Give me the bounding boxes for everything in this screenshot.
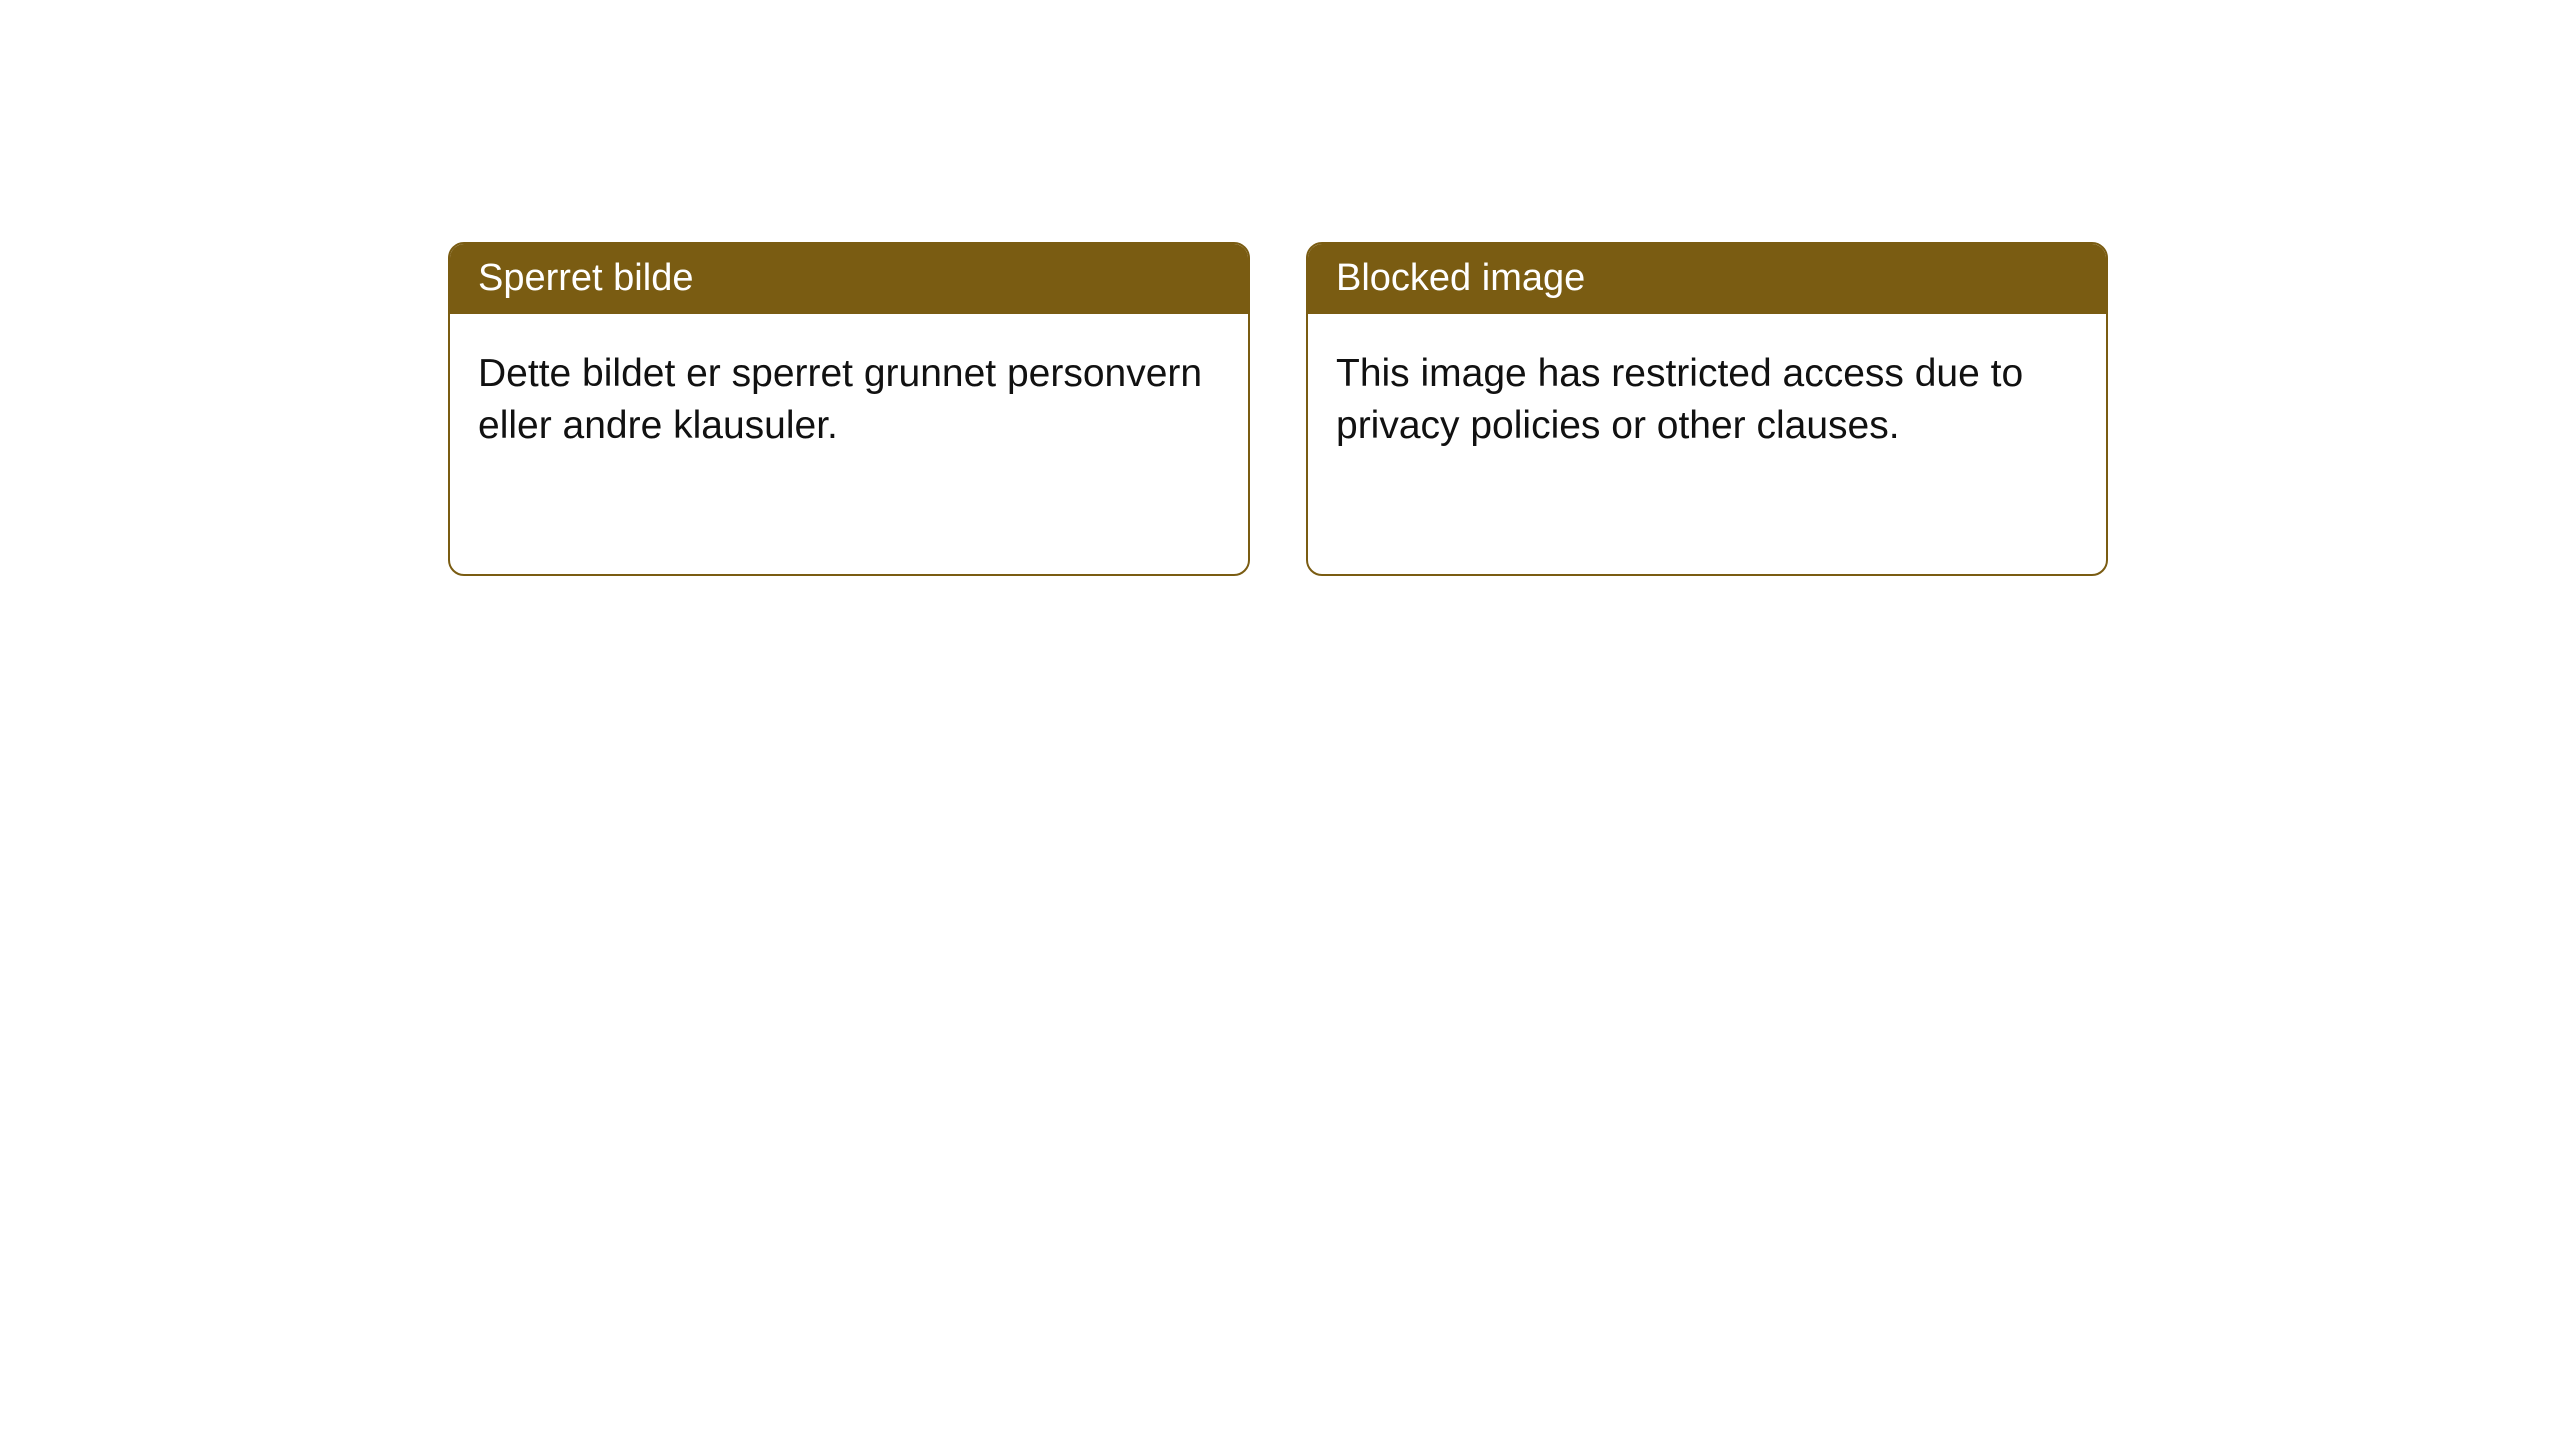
notice-body-english: This image has restricted access due to … — [1308, 314, 2106, 487]
notice-header-norwegian: Sperret bilde — [450, 244, 1248, 314]
notice-card-norwegian: Sperret bilde Dette bildet er sperret gr… — [448, 242, 1250, 576]
notice-body-norwegian: Dette bildet er sperret grunnet personve… — [450, 314, 1248, 487]
notice-header-english: Blocked image — [1308, 244, 2106, 314]
notice-card-english: Blocked image This image has restricted … — [1306, 242, 2108, 576]
notice-container: Sperret bilde Dette bildet er sperret gr… — [448, 242, 2108, 576]
